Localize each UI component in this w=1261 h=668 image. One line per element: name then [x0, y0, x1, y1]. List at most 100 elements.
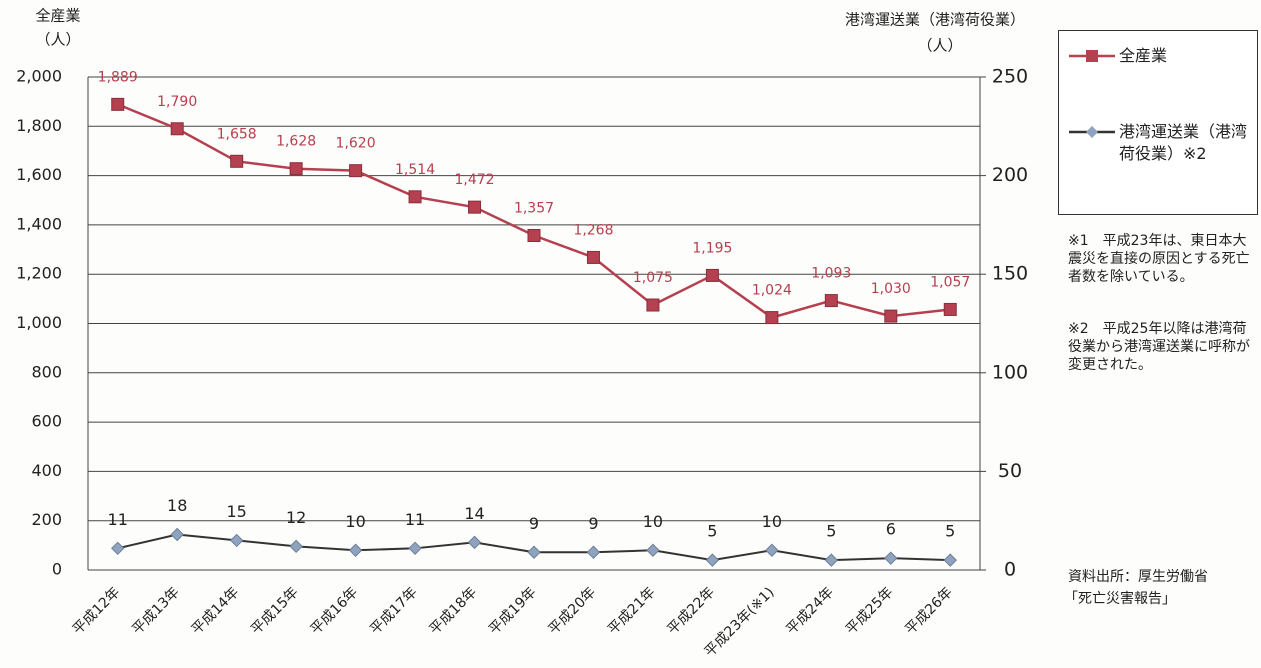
- marker: [111, 541, 125, 556]
- marker: [527, 545, 541, 559]
- x-tick-label: 平成15年: [248, 584, 302, 638]
- y-tick-label: 600: [31, 412, 62, 431]
- y-tick-label: 800: [31, 362, 62, 381]
- data-label: 1,024: [752, 283, 792, 299]
- marker: [408, 541, 422, 556]
- data-label: 1,658: [217, 126, 257, 142]
- x-tick-label: 平成16年: [308, 584, 362, 638]
- data-label: 5: [826, 522, 836, 541]
- y-tick-label: 1,600: [16, 165, 62, 184]
- y2-tick-label: 100: [992, 361, 1028, 383]
- marker: [467, 535, 482, 550]
- y2-tick-label: 250: [992, 66, 1028, 88]
- data-label: 6: [886, 520, 896, 539]
- marker: [586, 250, 600, 264]
- marker: [765, 543, 779, 557]
- data-label: 18: [167, 496, 187, 515]
- y-tick-label: 400: [31, 461, 62, 480]
- marker: [824, 553, 839, 567]
- x-tick-label: 平成12年: [70, 584, 124, 638]
- data-label: 10: [643, 512, 663, 531]
- y2-tick-label: 150: [992, 263, 1028, 285]
- y-tick-label: 1,400: [16, 214, 62, 233]
- marker: [705, 553, 720, 567]
- y2-tick-label: 0: [1004, 559, 1016, 581]
- marker: [349, 164, 363, 178]
- x-tick-label: 平成24年: [783, 584, 837, 638]
- y2-axis-unit: （人）: [917, 37, 962, 55]
- data-label: 9: [588, 514, 598, 533]
- marker: [111, 97, 125, 111]
- y-tick-label: 200: [31, 510, 62, 529]
- y-tick-label: 0: [52, 560, 62, 579]
- marker: [170, 122, 184, 136]
- source: 「死亡災害報告」: [1064, 591, 1176, 607]
- x-tick-label: 平成20年: [546, 584, 600, 638]
- x-tick-label: 平成17年: [367, 584, 421, 638]
- marker: [229, 533, 244, 548]
- data-label: 1,514: [395, 162, 435, 178]
- marker: [230, 154, 244, 168]
- marker: [170, 527, 184, 542]
- y2-tick-label: 200: [992, 164, 1028, 186]
- x-tick-label: 平成22年: [664, 584, 718, 638]
- marker: [289, 162, 303, 176]
- marker: [765, 311, 779, 325]
- data-label: 5: [945, 522, 955, 541]
- source: 資料出所：厚生労働省: [1068, 569, 1208, 585]
- marker: [705, 268, 719, 282]
- note: ※1 平成23年は、東日本大震災を直接の原因とする死亡者数を除いている。: [1068, 233, 1250, 285]
- marker: [943, 553, 957, 567]
- marker: [348, 543, 363, 557]
- data-label: 1,195: [692, 240, 732, 256]
- data-label: 10: [762, 512, 782, 531]
- marker: [884, 551, 898, 565]
- data-label: 12: [286, 508, 306, 527]
- legend-marker: [1086, 126, 1098, 138]
- y2-tick-label: 50: [998, 460, 1022, 482]
- data-label: 15: [226, 502, 246, 521]
- marker: [824, 294, 838, 308]
- legend-label: 港湾運送業（港湾荷役業）※2: [1119, 122, 1248, 163]
- data-label: 5: [707, 522, 717, 541]
- y-tick-label: 1,000: [16, 313, 62, 332]
- legend: 全産業 港湾運送業（港湾荷役業）※2: [1058, 30, 1258, 215]
- data-label: 1,075: [633, 270, 673, 286]
- data-label: 9: [529, 514, 539, 533]
- data-label: 14: [464, 504, 484, 523]
- marker: [586, 545, 601, 559]
- y2-axis-label: 港湾運送業（港湾荷役業）: [845, 11, 1025, 29]
- x-tick-label: 平成21年: [605, 584, 659, 638]
- x-tick-label: 平成25年: [843, 584, 897, 638]
- marker: [527, 228, 541, 242]
- marker: [468, 200, 482, 214]
- marker: [884, 309, 898, 323]
- marker: [646, 543, 660, 557]
- data-label: 10: [345, 512, 365, 531]
- data-label: 1,268: [573, 222, 613, 238]
- marker: [943, 302, 957, 316]
- x-tick-label: 平成18年: [427, 584, 481, 638]
- data-label: 1,889: [98, 69, 138, 85]
- data-label: 1,357: [514, 200, 554, 216]
- data-label: 1,620: [336, 136, 376, 152]
- x-tick-label: 平成13年: [129, 584, 183, 638]
- legend-label: 全産業: [1119, 46, 1168, 65]
- data-label: 1,057: [930, 274, 970, 290]
- x-tick-label: 平成26年: [902, 584, 956, 638]
- data-label: 11: [108, 510, 128, 529]
- data-label: 11: [405, 510, 425, 529]
- note: ※2 平成25年以降は港湾荷役業から港湾運送業に呼称が変更された。: [1068, 321, 1250, 373]
- marker: [408, 190, 422, 204]
- x-tick-label: 平成19年: [486, 584, 540, 638]
- marker: [289, 539, 303, 554]
- data-label: 1,472: [454, 172, 494, 188]
- y-tick-label: 1,200: [16, 264, 62, 283]
- data-label: 1,030: [871, 281, 911, 297]
- y-tick-label: 1,800: [16, 116, 62, 135]
- y-axis-label: 全産業: [35, 7, 80, 25]
- x-tick-label: 平成14年: [189, 584, 243, 638]
- y-tick-label: 2,000: [16, 67, 62, 86]
